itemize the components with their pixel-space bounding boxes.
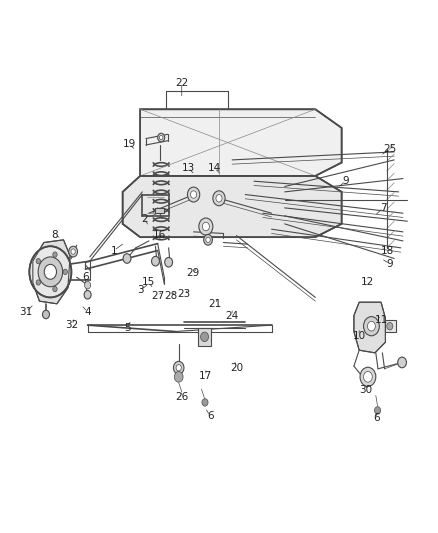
Text: 13: 13 [182, 163, 195, 173]
Text: 8: 8 [51, 230, 58, 239]
Circle shape [202, 399, 208, 406]
Text: 20: 20 [230, 363, 243, 373]
Circle shape [201, 332, 208, 342]
Text: 2: 2 [141, 214, 148, 223]
Circle shape [85, 281, 91, 289]
Text: 31: 31 [20, 307, 33, 317]
Circle shape [173, 361, 184, 374]
Text: 22: 22 [175, 78, 188, 87]
Circle shape [36, 259, 40, 264]
Circle shape [398, 357, 406, 368]
Text: 17: 17 [199, 371, 212, 381]
Circle shape [191, 191, 197, 198]
Text: 10: 10 [353, 331, 366, 341]
Circle shape [216, 195, 222, 202]
Circle shape [152, 256, 159, 266]
Circle shape [364, 372, 372, 382]
Text: 26: 26 [175, 392, 188, 402]
Text: 14: 14 [208, 163, 221, 173]
Text: 25: 25 [383, 144, 396, 154]
Text: 30: 30 [359, 385, 372, 395]
Circle shape [187, 187, 200, 202]
Text: 23: 23 [177, 289, 191, 299]
Circle shape [367, 321, 375, 331]
Text: 3: 3 [137, 286, 144, 295]
Circle shape [42, 310, 49, 319]
Polygon shape [123, 176, 342, 237]
Text: 1: 1 [110, 246, 117, 255]
Circle shape [374, 407, 381, 414]
Circle shape [174, 372, 183, 382]
Circle shape [165, 257, 173, 267]
Circle shape [206, 237, 210, 243]
Text: 15: 15 [142, 278, 155, 287]
Circle shape [199, 218, 213, 235]
Text: 32: 32 [66, 320, 79, 330]
Circle shape [213, 191, 225, 206]
Text: 29: 29 [186, 268, 199, 278]
Circle shape [159, 135, 163, 140]
Circle shape [84, 290, 91, 299]
Circle shape [364, 317, 379, 336]
Circle shape [36, 280, 40, 285]
Circle shape [360, 367, 376, 386]
Polygon shape [140, 109, 342, 176]
Circle shape [387, 322, 393, 330]
Polygon shape [33, 240, 70, 304]
Text: 4: 4 [84, 307, 91, 317]
Text: 9: 9 [343, 176, 350, 186]
Circle shape [53, 286, 57, 292]
Circle shape [53, 252, 57, 257]
Text: 5: 5 [124, 323, 131, 333]
Polygon shape [155, 208, 164, 213]
Circle shape [63, 269, 67, 274]
Circle shape [71, 249, 75, 254]
Text: 6: 6 [373, 414, 380, 423]
Circle shape [176, 365, 181, 371]
Circle shape [69, 246, 78, 257]
Text: 21: 21 [208, 299, 221, 309]
Text: 27: 27 [151, 291, 164, 301]
Text: 24: 24 [226, 311, 239, 320]
FancyBboxPatch shape [385, 320, 396, 332]
Text: 19: 19 [123, 139, 136, 149]
Text: 16: 16 [153, 230, 166, 239]
Text: 6: 6 [207, 411, 214, 421]
Polygon shape [354, 302, 385, 353]
Text: 12: 12 [361, 278, 374, 287]
Text: 6: 6 [82, 272, 89, 282]
Text: 9: 9 [386, 259, 393, 269]
Circle shape [204, 235, 212, 245]
Text: 18: 18 [381, 246, 394, 255]
Circle shape [158, 133, 165, 142]
Text: 28: 28 [164, 291, 177, 301]
Text: 11: 11 [374, 315, 388, 325]
Circle shape [38, 257, 63, 287]
Circle shape [202, 222, 209, 231]
FancyBboxPatch shape [198, 328, 211, 346]
Circle shape [123, 254, 131, 263]
Text: 7: 7 [380, 203, 387, 213]
Circle shape [44, 264, 57, 279]
Circle shape [29, 246, 71, 297]
